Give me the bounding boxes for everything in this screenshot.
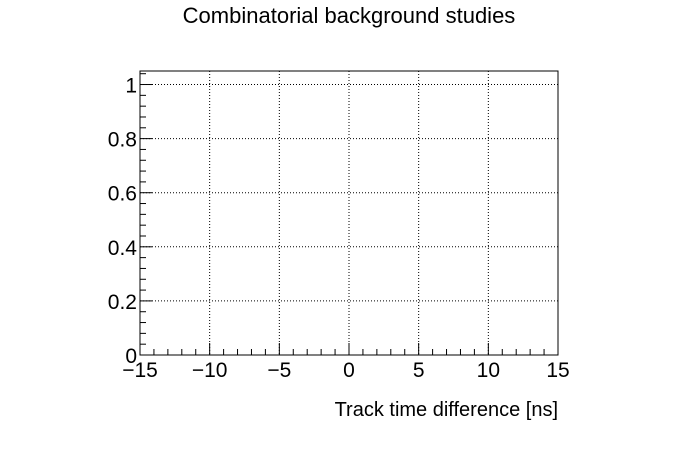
- y-tick-label: 0: [125, 345, 137, 368]
- x-tick-label: 15: [546, 359, 569, 382]
- chart-title: Combinatorial background studies: [183, 3, 516, 28]
- x-tick-label: −15: [122, 359, 158, 382]
- x-tick-label: 10: [477, 359, 500, 382]
- x-tick-label: −5: [267, 359, 291, 382]
- x-tick-label: 5: [413, 359, 425, 382]
- x-tick-label: −10: [192, 359, 228, 382]
- y-tick-label: 0.8: [108, 129, 137, 152]
- y-tick-label: 0.4: [108, 237, 138, 260]
- y-tick-label: 1: [125, 75, 137, 98]
- x-tick-label: 0: [343, 359, 355, 382]
- grid: [140, 71, 558, 355]
- plot-frame: [139, 70, 559, 356]
- x-tick-labels: −15 −10 −5 0 5 10 15: [122, 359, 569, 382]
- y-tick-label: 0.6: [108, 183, 137, 206]
- x-axis-label: Track time difference [ns]: [335, 399, 558, 421]
- y-tick-label: 0.2: [108, 291, 137, 314]
- axis-ticks: [139, 73, 559, 356]
- y-tick-labels: 0 0.2 0.4 0.6 0.8 1: [108, 75, 138, 368]
